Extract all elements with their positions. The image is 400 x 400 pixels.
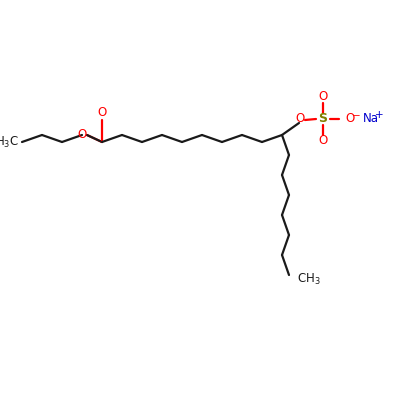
Text: O: O bbox=[295, 112, 305, 126]
Text: O: O bbox=[318, 90, 328, 104]
Text: O: O bbox=[345, 112, 354, 126]
Text: +: + bbox=[375, 110, 384, 120]
Text: Na: Na bbox=[363, 112, 379, 126]
Text: S: S bbox=[318, 112, 328, 126]
Text: CH$_3$: CH$_3$ bbox=[297, 272, 321, 286]
Text: H$_3$C: H$_3$C bbox=[0, 134, 19, 150]
Text: −: − bbox=[352, 111, 361, 121]
Text: O: O bbox=[318, 134, 328, 148]
Text: O: O bbox=[97, 106, 107, 118]
Text: O: O bbox=[77, 128, 87, 142]
